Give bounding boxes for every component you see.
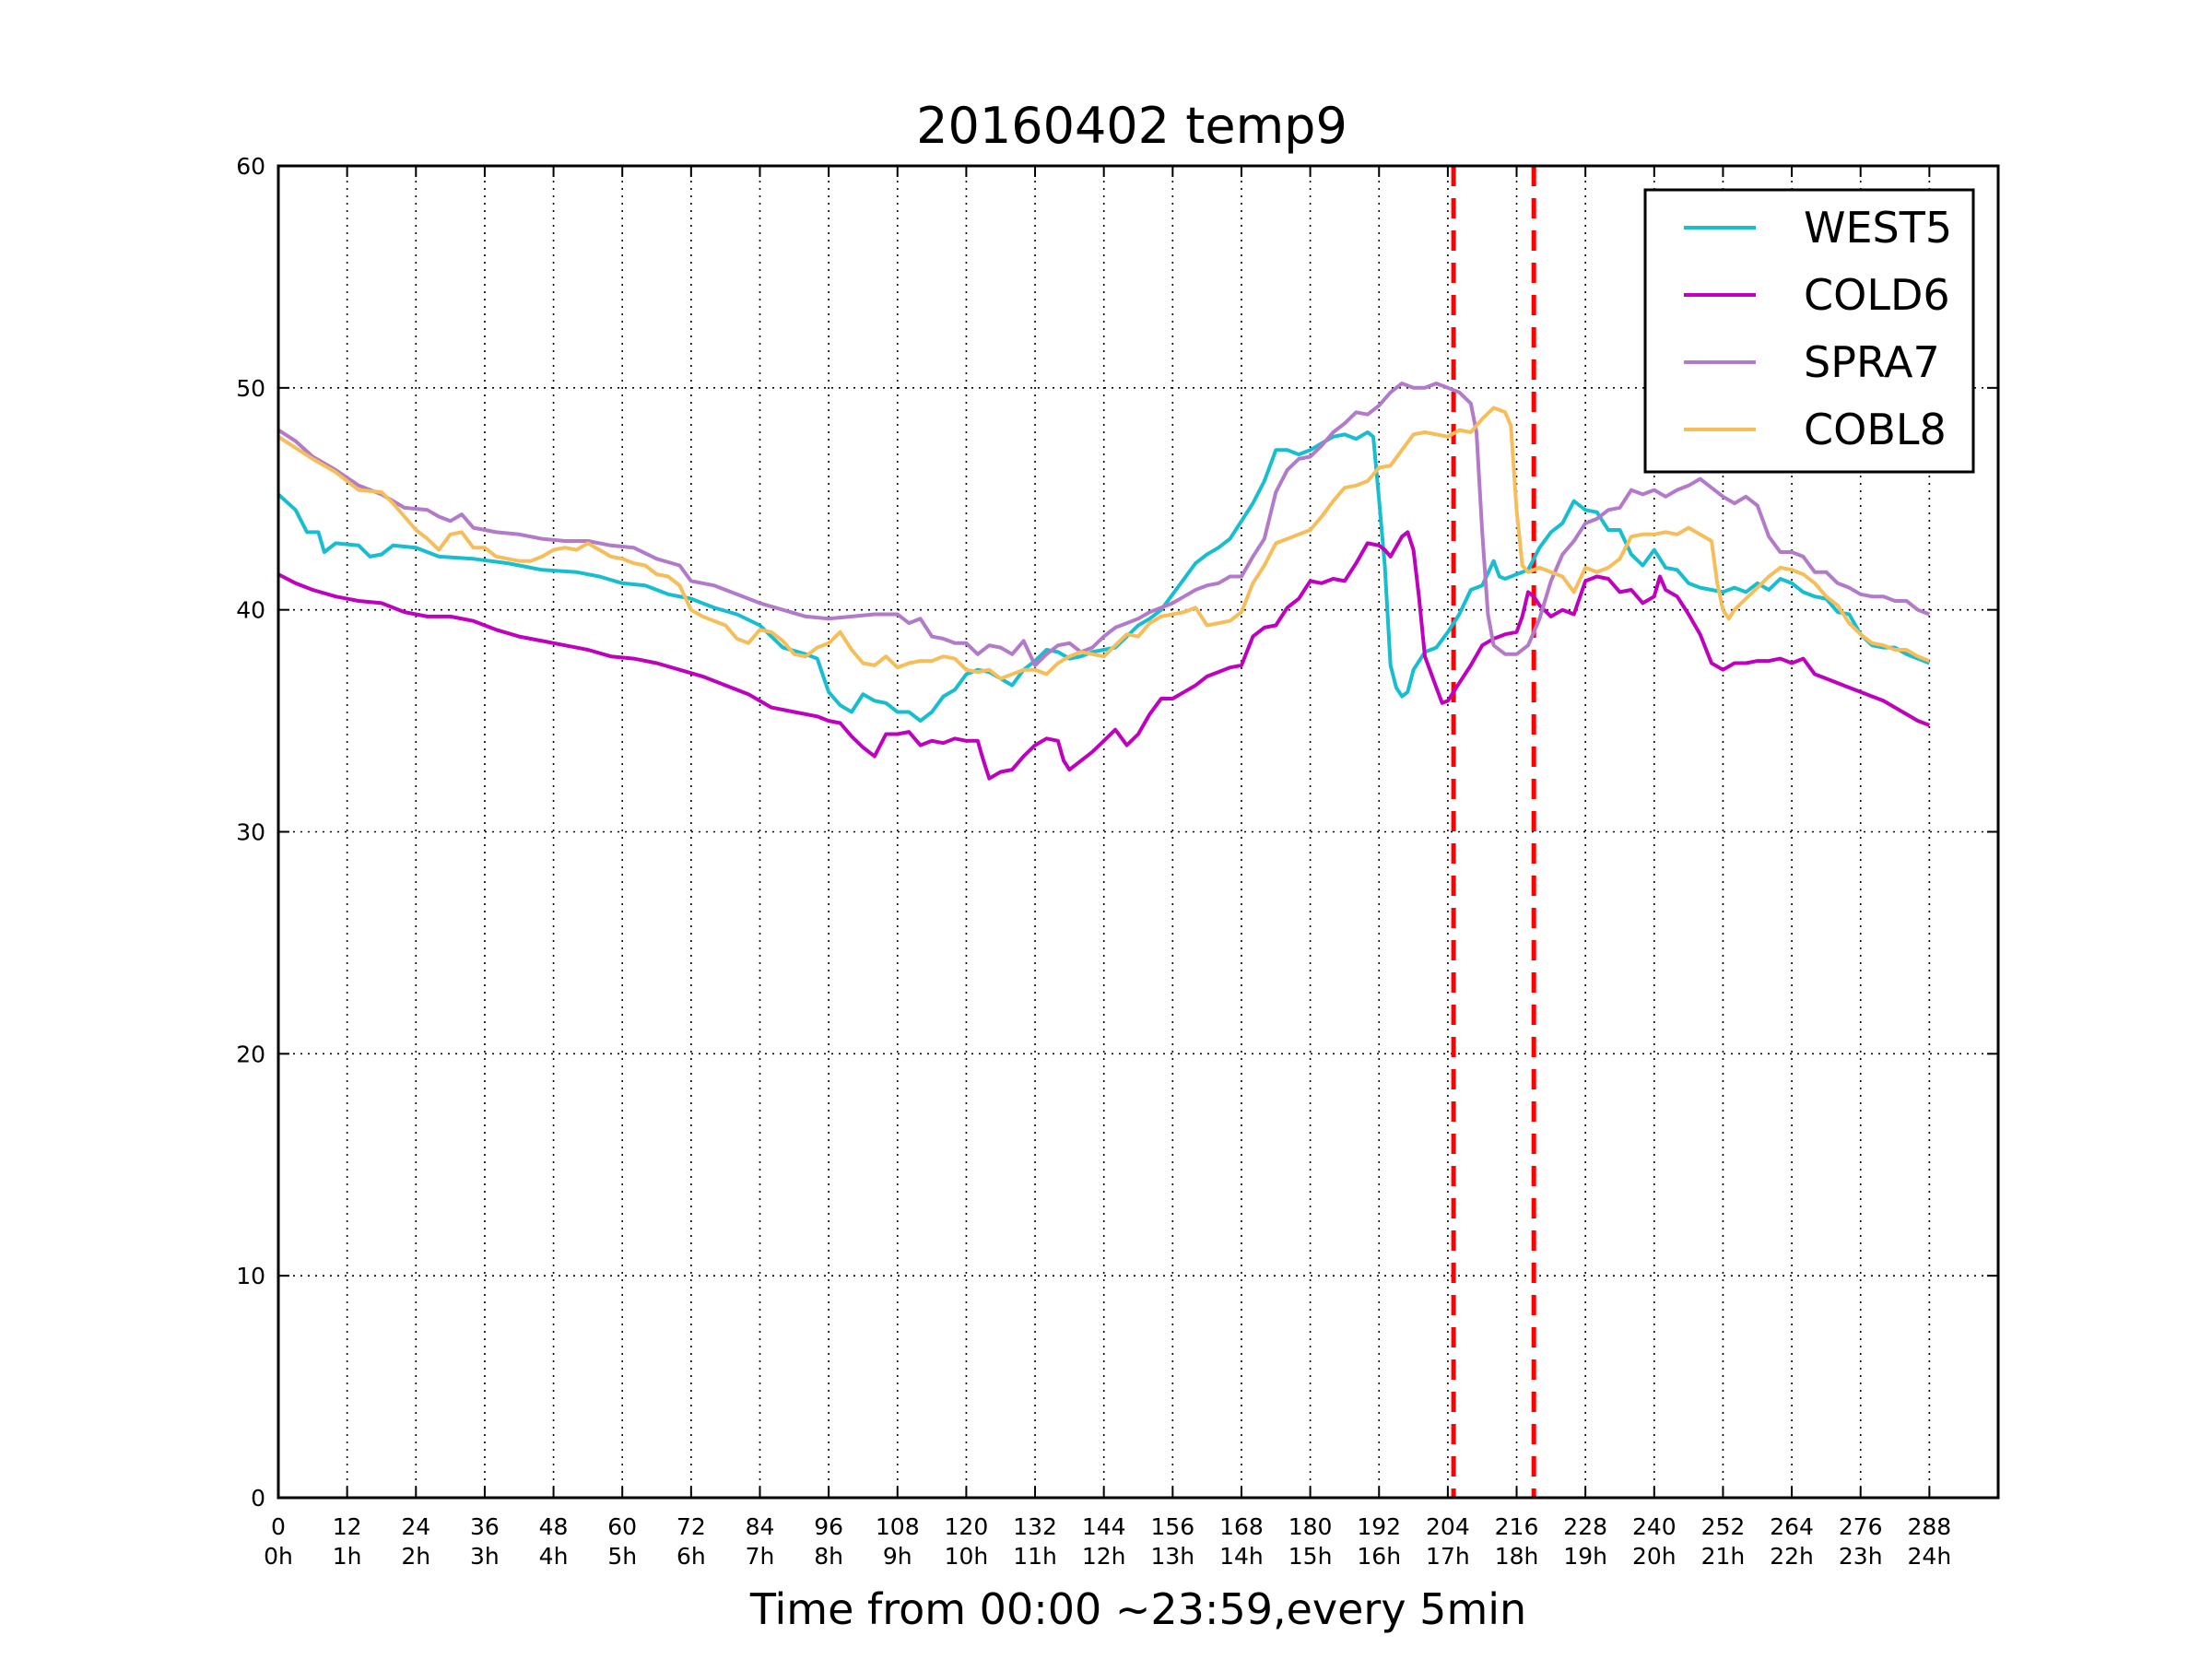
x-tick-label: 84 bbox=[746, 1513, 775, 1540]
x-tick-label: 276 bbox=[1839, 1513, 1883, 1540]
x-tick-sublabel: 12h bbox=[1082, 1543, 1126, 1570]
x-tick-label: 72 bbox=[677, 1513, 706, 1540]
series-line-cobl8 bbox=[276, 406, 1931, 681]
chart-title: 20160402 temp9 bbox=[916, 97, 1347, 155]
x-tick-label: 108 bbox=[876, 1513, 920, 1540]
x-tick-sublabel: 14h bbox=[1219, 1543, 1264, 1570]
legend-label-cobl8: COBL8 bbox=[1804, 405, 1947, 454]
x-tick-sublabel: 21h bbox=[1701, 1543, 1746, 1570]
x-tick-sublabel: 2h bbox=[401, 1543, 430, 1570]
y-tick-label: 50 bbox=[236, 375, 265, 402]
x-tick-label: 60 bbox=[607, 1513, 637, 1540]
x-tick-sublabel: 24h bbox=[1908, 1543, 1952, 1570]
legend-label-spra7: SPRA7 bbox=[1804, 337, 1940, 387]
x-tick-sublabel: 15h bbox=[1288, 1543, 1333, 1570]
legend: WEST5 COLD6 SPRA7 COBL8 bbox=[1643, 188, 1975, 474]
x-tick-label: 204 bbox=[1426, 1513, 1470, 1540]
x-tick-label: 252 bbox=[1701, 1513, 1746, 1540]
x-tick-label: 0 bbox=[271, 1513, 286, 1540]
series-line-cold6 bbox=[277, 530, 1931, 781]
x-tick-sublabel: 6h bbox=[677, 1543, 706, 1570]
x-tick-sublabel: 5h bbox=[607, 1543, 637, 1570]
x-tick-sublabel: 20h bbox=[1632, 1543, 1677, 1570]
x-tick-label: 288 bbox=[1908, 1513, 1952, 1540]
x-tick-sublabel: 16h bbox=[1357, 1543, 1401, 1570]
y-tick-label: 10 bbox=[236, 1263, 265, 1289]
x-tick-sublabel: 19h bbox=[1563, 1543, 1607, 1570]
x-tick-label: 156 bbox=[1150, 1513, 1194, 1540]
x-tick-label: 96 bbox=[814, 1513, 843, 1540]
x-tick-label: 132 bbox=[1013, 1513, 1057, 1540]
x-tick-sublabel: 22h bbox=[1770, 1543, 1814, 1570]
x-tick-sublabel: 10h bbox=[945, 1543, 989, 1570]
x-tick-sublabel: 4h bbox=[539, 1543, 569, 1570]
y-tick-label: 60 bbox=[236, 153, 265, 180]
x-tick-label: 120 bbox=[945, 1513, 989, 1540]
x-tick-sublabel: 7h bbox=[746, 1543, 775, 1570]
x-tick-label: 180 bbox=[1288, 1513, 1333, 1540]
x-tick-label: 12 bbox=[333, 1513, 362, 1540]
x-tick-label: 24 bbox=[401, 1513, 430, 1540]
series-lines bbox=[276, 382, 1931, 781]
x-tick-sublabel: 13h bbox=[1150, 1543, 1194, 1570]
x-tick-label: 216 bbox=[1495, 1513, 1539, 1540]
legend-box bbox=[1643, 188, 1975, 474]
x-tick-sublabel: 17h bbox=[1426, 1543, 1470, 1570]
x-tick-label: 168 bbox=[1219, 1513, 1264, 1540]
x-tick-sublabel: 18h bbox=[1495, 1543, 1539, 1570]
y-tick-label: 0 bbox=[251, 1485, 265, 1512]
x-tick-label: 240 bbox=[1632, 1513, 1677, 1540]
x-tick-label: 48 bbox=[539, 1513, 569, 1540]
x-tick-sublabel: 1h bbox=[333, 1543, 362, 1570]
x-tick-sublabel: 9h bbox=[883, 1543, 912, 1570]
series-line-west5 bbox=[276, 430, 1931, 724]
x-tick-label: 144 bbox=[1082, 1513, 1126, 1540]
series-line-spra7 bbox=[276, 382, 1931, 667]
x-axis-label: Time from 00:00 ~23:59,every 5min bbox=[749, 1584, 1526, 1634]
x-tick-sublabel: 8h bbox=[814, 1543, 843, 1570]
x-tick-sublabel: 11h bbox=[1013, 1543, 1057, 1570]
x-tick-label: 192 bbox=[1357, 1513, 1401, 1540]
y-tick-label: 20 bbox=[236, 1041, 265, 1067]
x-tick-sublabel: 0h bbox=[264, 1543, 293, 1570]
x-tick-sublabel: 3h bbox=[470, 1543, 500, 1570]
marker-lines bbox=[1451, 166, 1536, 1498]
x-tick-sublabel: 23h bbox=[1839, 1543, 1883, 1570]
legend-label-west5: WEST5 bbox=[1804, 203, 1952, 253]
x-tick-label: 264 bbox=[1770, 1513, 1814, 1540]
x-tick-label: 36 bbox=[470, 1513, 500, 1540]
y-tick-label: 40 bbox=[236, 597, 265, 624]
axis-ticks: 0 10 20 30 40 50 60 0 0h 12 1h 24 2h 36 3h 48 4h 60 5h 72 6h… bbox=[236, 153, 1998, 1570]
x-tick-label: 228 bbox=[1563, 1513, 1607, 1540]
legend-label-cold6: COLD6 bbox=[1804, 270, 1950, 320]
y-tick-label: 30 bbox=[236, 819, 265, 846]
